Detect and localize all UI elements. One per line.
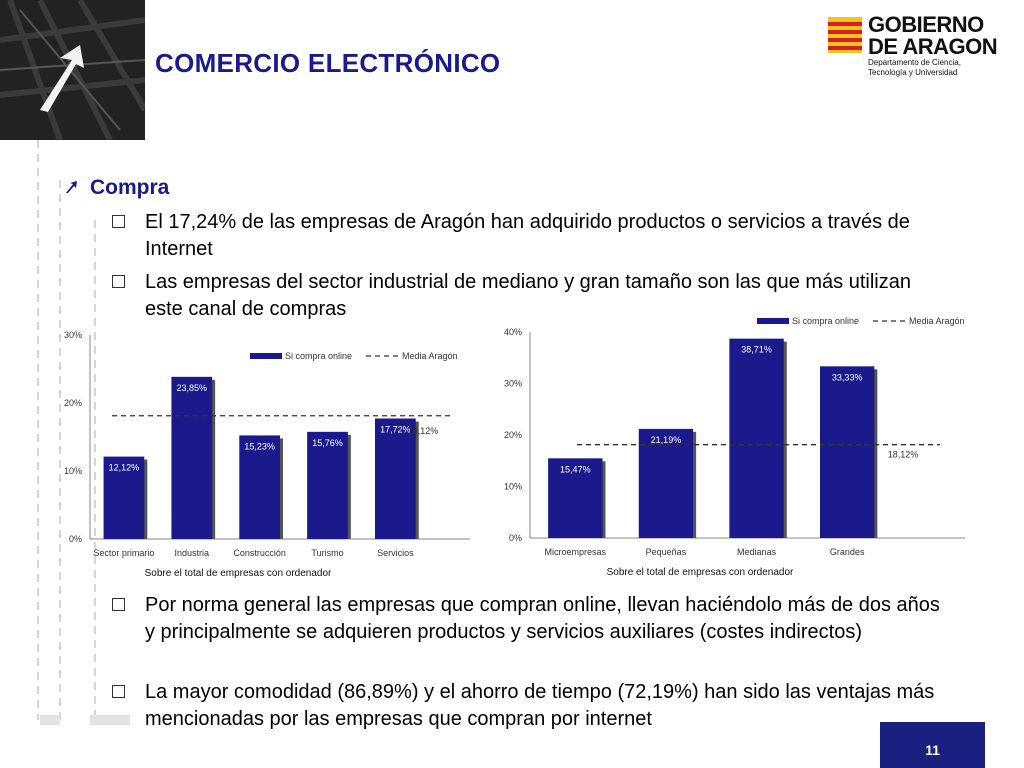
arrow-bullet-icon [64, 176, 90, 200]
x-tick-label: Medianas [737, 547, 777, 557]
logo-line1: GOBIERNO [868, 12, 984, 37]
section-heading-text: Compra [90, 176, 170, 199]
x-tick-label: Construcción [233, 548, 286, 558]
data-label: 15,76% [312, 438, 343, 448]
logo-line2: DE ARAGON [868, 34, 998, 59]
y-tick-label: 10% [64, 466, 82, 476]
data-label: 38,71% [741, 345, 772, 355]
data-label: 21,19% [651, 435, 682, 445]
x-tick-label: Industria [175, 548, 210, 558]
bar [307, 431, 348, 539]
x-tick-label: Servicios [377, 548, 414, 558]
y-tick-label: 30% [64, 330, 82, 340]
bar [103, 456, 145, 539]
y-tick-label: 30% [504, 379, 522, 389]
data-label: 12,12% [109, 463, 140, 473]
y-tick-label: 10% [504, 482, 522, 492]
decorative-side-lines [0, 140, 140, 730]
bullet-text: Las empresas del sector industrial de me… [145, 271, 911, 320]
x-axis-label: Sobre el total de empresas con ordenador [145, 568, 332, 579]
logo-subtitle: Departamento de Ciencia, Tecnología y Un… [868, 58, 961, 77]
y-tick-label: 0% [509, 533, 522, 543]
x-tick-label: Microempresas [545, 547, 607, 557]
legend-label: Si compra online [285, 351, 352, 361]
bar [638, 428, 694, 538]
section-heading: Compra [64, 176, 169, 200]
x-tick-label: Pequeñas [646, 547, 687, 557]
bar [548, 458, 603, 538]
square-bullet-icon [112, 685, 125, 698]
bar [820, 366, 875, 538]
aragon-flag-icon [828, 17, 862, 53]
x-tick-label: Sector primario [93, 548, 154, 558]
x-tick-label: Grandes [830, 547, 865, 557]
bar [375, 418, 416, 539]
bar [729, 338, 784, 538]
legend-label: Media Aragón [402, 351, 458, 361]
bullet-text: Por norma general las empresas que compr… [145, 594, 940, 643]
data-label: 23,85% [177, 383, 208, 393]
gobierno-aragon-logo: GOBIERNO DE ARAGON Departamento de Cienc… [828, 14, 998, 84]
y-tick-label: 0% [69, 534, 82, 544]
y-tick-label: 20% [64, 398, 82, 408]
legend-label: Si compra online [792, 316, 859, 326]
bar [239, 435, 280, 539]
legend-label: Media Aragón [909, 316, 965, 326]
page-number-box: 11 [880, 722, 985, 768]
data-label: 17,72% [380, 425, 411, 435]
y-tick-label: 20% [504, 430, 522, 440]
chart-sector: 0% 10% 20% 30% 12,12% Sector primario 23,85% In… [64, 330, 470, 579]
page-number: 11 [925, 742, 940, 758]
data-label: 33,33% [832, 372, 863, 382]
reference-label: 18,12% [408, 426, 439, 436]
decorative-header-image [0, 0, 145, 140]
x-tick-label: Turismo [311, 548, 343, 558]
reference-label: 18,12% [888, 450, 919, 460]
legend-swatch-bar [757, 318, 789, 324]
page-title: COMERCIO ELECTRÓNICO [155, 48, 501, 78]
square-bullet-icon [112, 598, 125, 611]
x-axis-label: Sobre el total de empresas con ordenador [607, 567, 794, 578]
square-bullet-icon [112, 275, 125, 288]
data-label: 15,23% [244, 441, 275, 451]
bullet-text: La mayor comodidad (86,89%) y el ahorro … [145, 681, 935, 730]
square-bullet-icon [112, 215, 125, 228]
bar [171, 376, 213, 539]
bullet-text: El 17,24% de las empresas de Aragón han … [145, 211, 910, 260]
legend-swatch-bar [250, 353, 282, 359]
y-tick-label: 40% [504, 327, 522, 337]
chart-size: 0% 10% 20% 30% 40% 15,47% Microempresas 21,19% P… [504, 316, 965, 578]
data-label: 15,47% [560, 464, 591, 474]
